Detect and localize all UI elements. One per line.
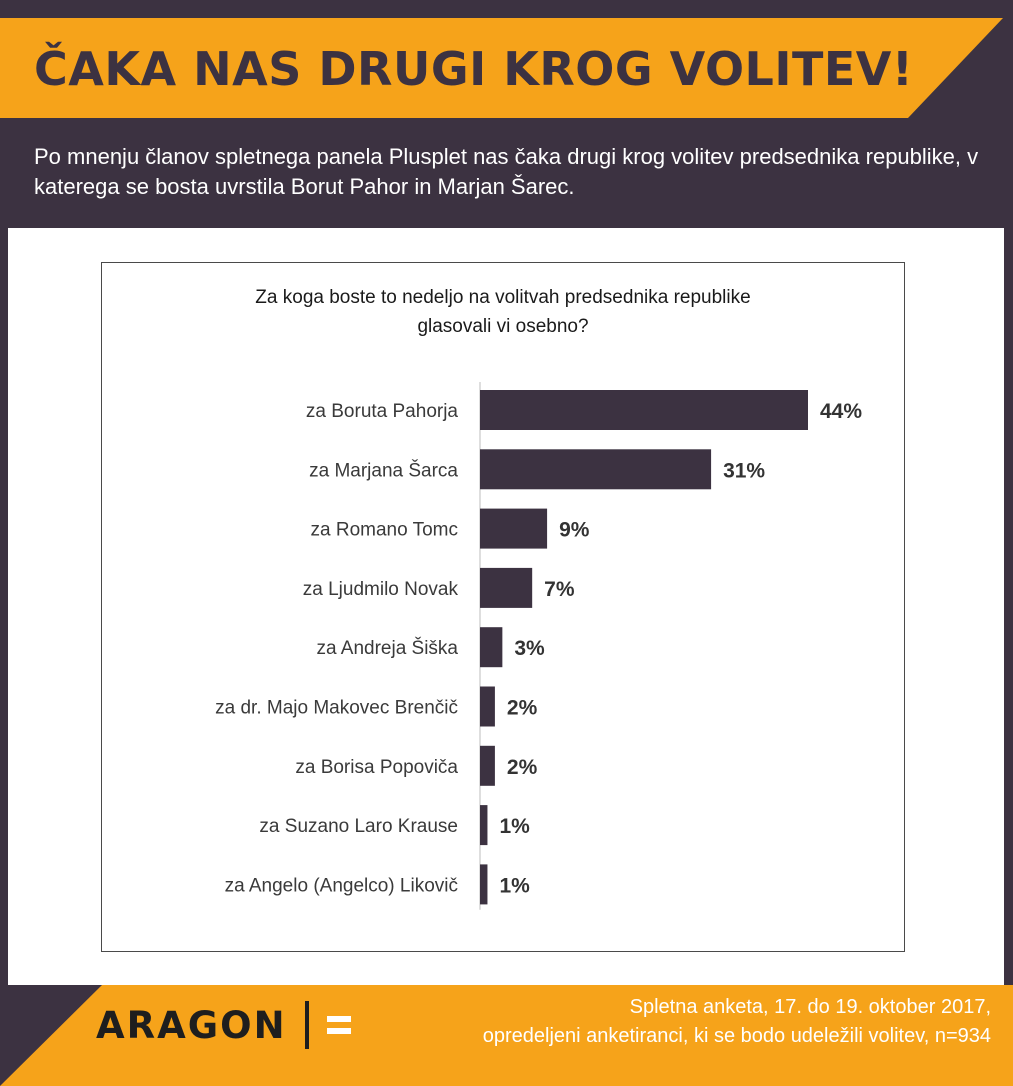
value-label: 1%: [499, 874, 530, 897]
value-label: 31%: [723, 459, 765, 482]
chart-title-line: glasovali vi osebno?: [417, 316, 588, 337]
logo-divider: [304, 1001, 309, 1049]
bar: [480, 686, 495, 727]
aragon-logo: ARAGON: [96, 1000, 351, 1050]
logo-text: ARAGON: [96, 1003, 287, 1047]
chart-frame: Za koga boste to nedeljo na volitvah pre…: [101, 262, 905, 952]
footer-accent-band: [0, 985, 1013, 1086]
page-subtitle: Po mnenju članov spletnega panela Pluspl…: [34, 144, 979, 199]
category-label: za Boruta Pahorja: [306, 401, 459, 422]
bar: [480, 449, 712, 490]
bar: [480, 508, 548, 549]
chart-title-line: Za koga boste to nedeljo na volitvah pre…: [255, 287, 750, 308]
value-label: 9%: [559, 519, 590, 542]
equals-icon: [326, 1016, 351, 1034]
value-label: 2%: [507, 697, 538, 720]
page-title: ČAKA NAS DRUGI KROG VOLITEV!: [34, 42, 914, 96]
bar: [480, 745, 495, 786]
source-line-2: opredeljeni anketiranci, ki se bodo udel…: [482, 1025, 991, 1047]
bar: [480, 805, 488, 846]
source-note: Spletna anketa, 17. do 19. oktober 2017,…: [371, 993, 991, 1051]
category-label: za dr. Majo Makovec Brenčič: [215, 698, 458, 719]
category-label: za Ljudmilo Novak: [303, 579, 459, 600]
category-label: za Borisa Popoviča: [295, 757, 458, 778]
category-label: za Marjana Šarca: [309, 459, 458, 481]
value-label: 2%: [507, 756, 538, 779]
category-label: za Suzano Laro Krause: [259, 816, 458, 837]
value-label: 7%: [544, 578, 575, 601]
category-label: za Romano Tomc: [311, 520, 459, 541]
value-label: 44%: [820, 400, 862, 423]
footer-dark-corner: [0, 985, 102, 1086]
bar: [480, 390, 808, 430]
category-label: za Andreja Šiška: [316, 637, 458, 659]
bar-chart: Za koga boste to nedeljo na volitvah pre…: [215, 287, 862, 910]
bar: [480, 864, 488, 905]
source-line-1: Spletna anketa, 17. do 19. oktober 2017,: [629, 996, 991, 1018]
category-label: za Angelo (Angelco) Likovič: [225, 875, 458, 896]
value-label: 3%: [514, 637, 545, 660]
bar: [480, 627, 503, 668]
footer: [0, 985, 1013, 1086]
bar: [480, 567, 533, 608]
value-label: 1%: [499, 815, 530, 838]
header-banner: [0, 18, 1003, 118]
header-accent-band: [0, 18, 1003, 118]
